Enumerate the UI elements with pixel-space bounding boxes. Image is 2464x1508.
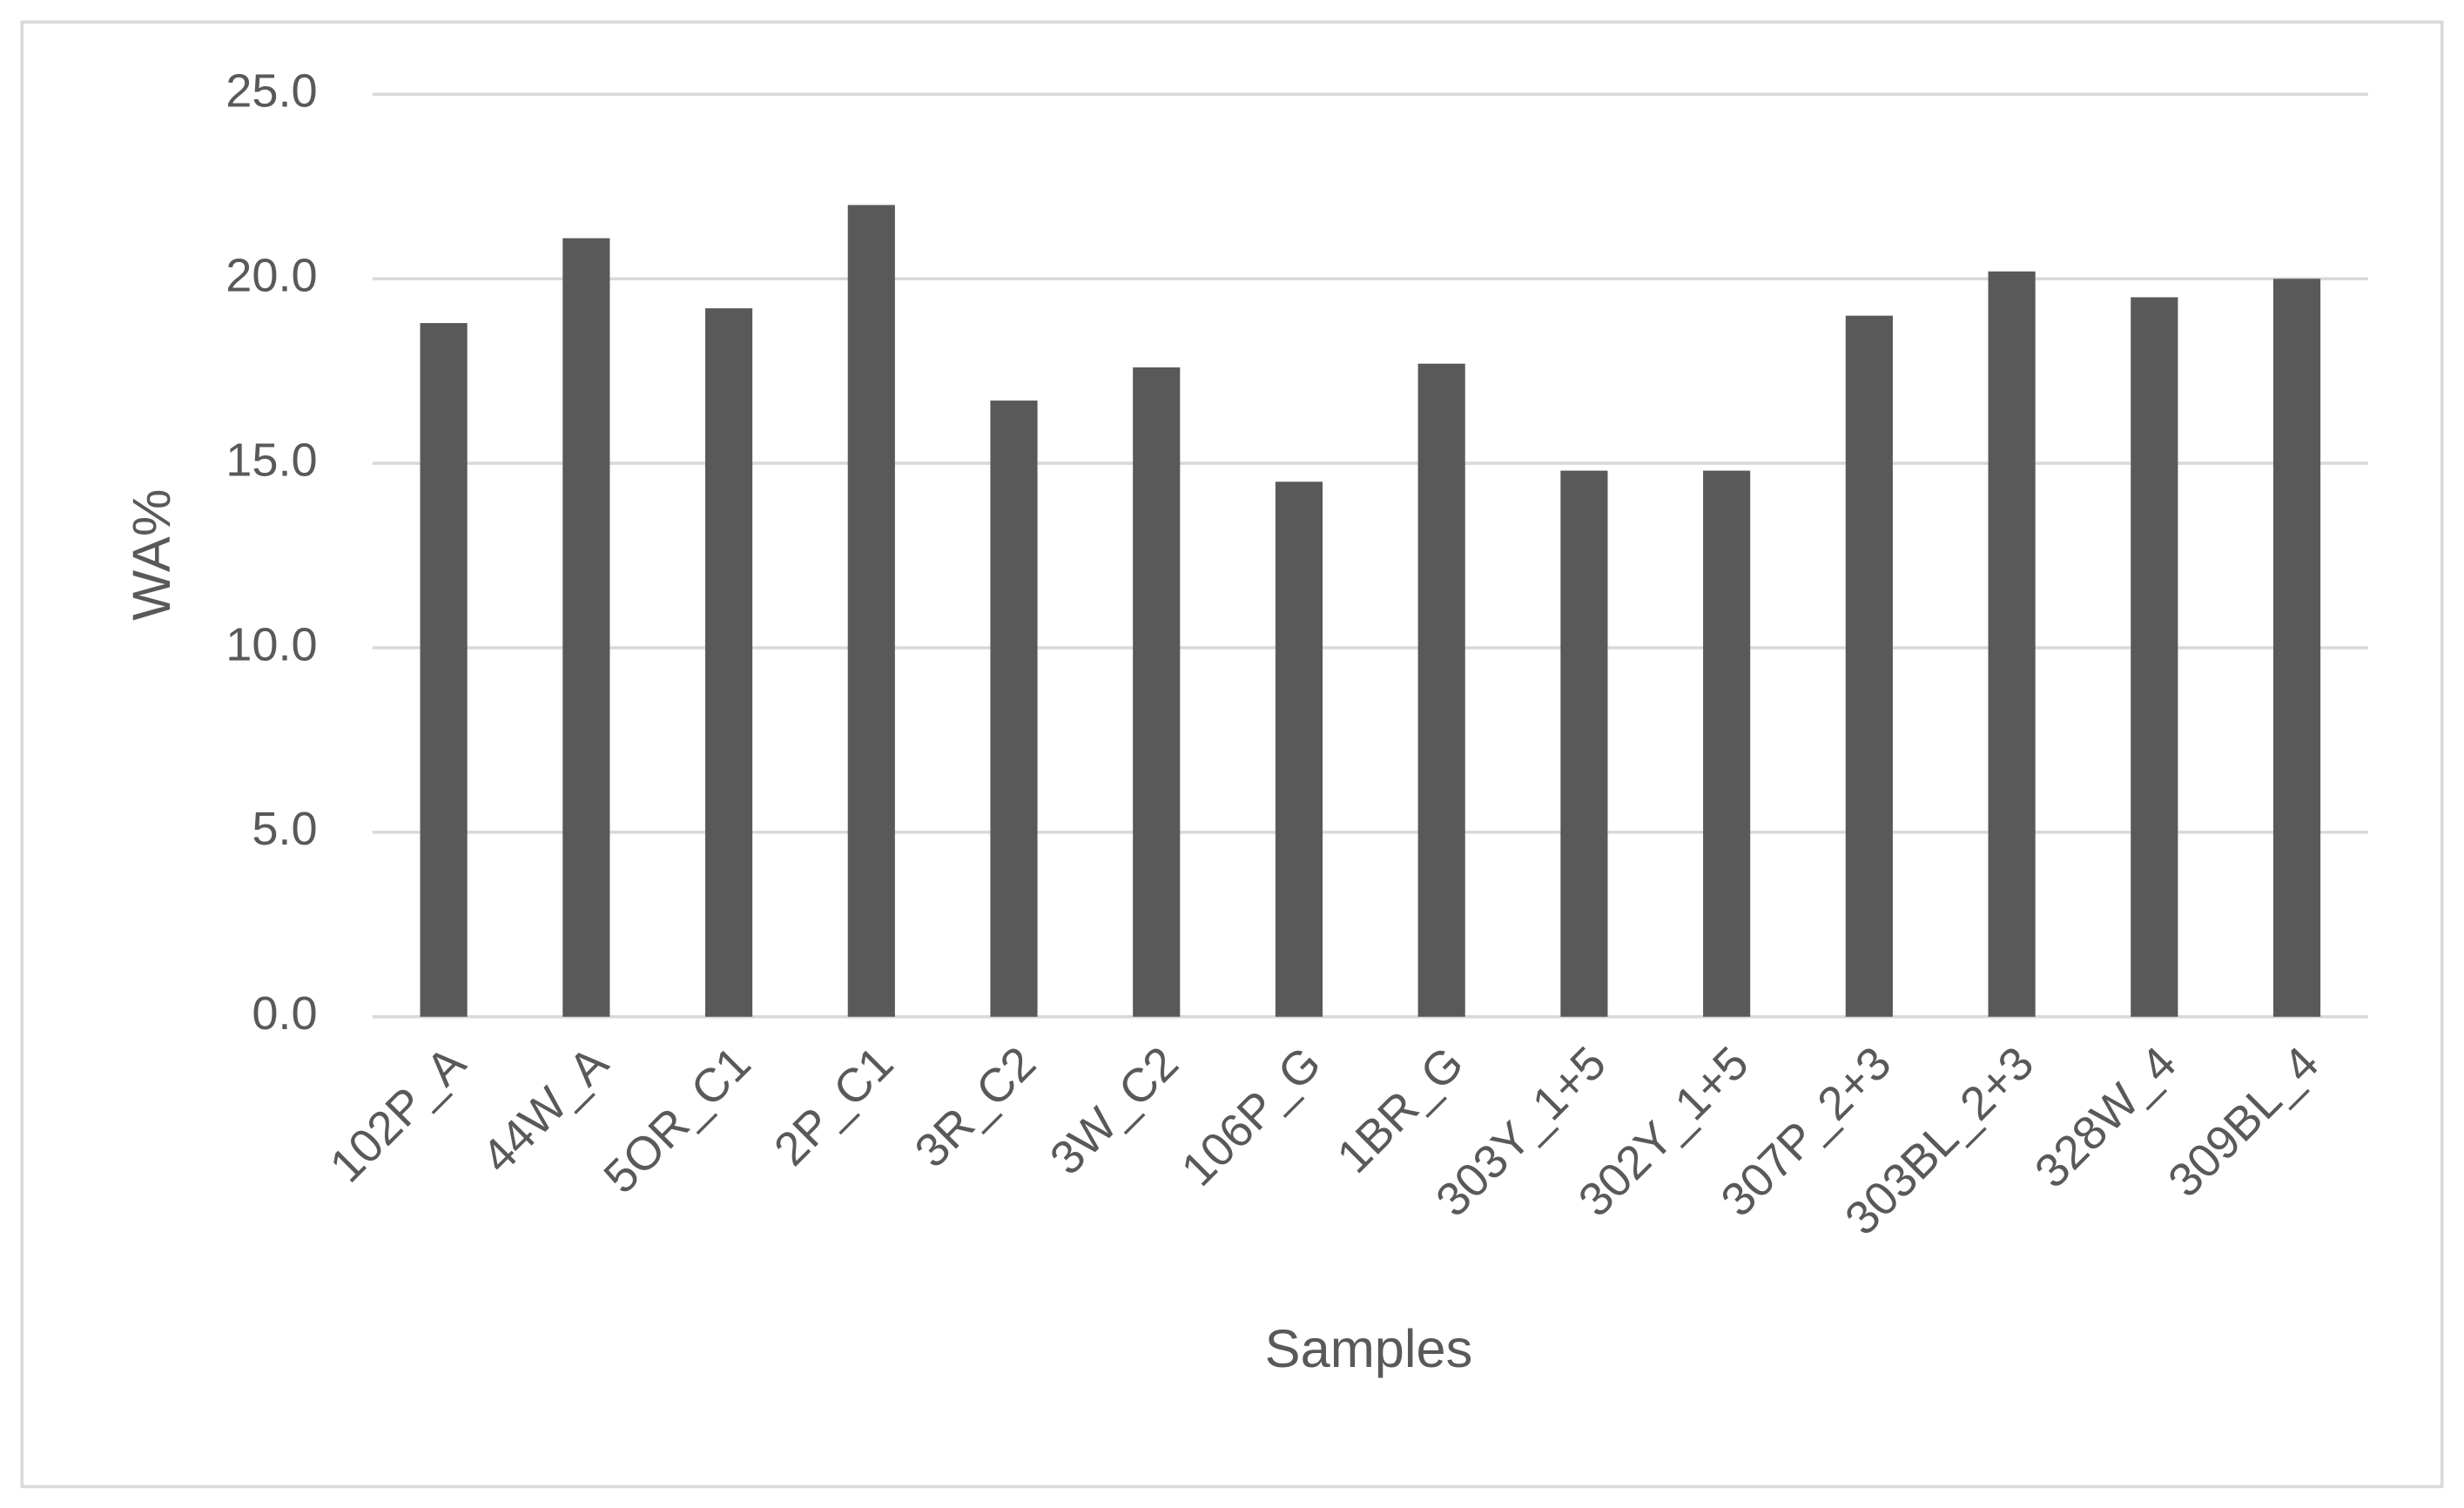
bar <box>847 205 895 1017</box>
y-tick-label: 15.0 <box>226 434 317 486</box>
y-tick-label: 10.0 <box>226 618 317 670</box>
y-tick-label: 5.0 <box>252 803 317 855</box>
bar <box>1417 363 1465 1017</box>
bar <box>2272 279 2321 1017</box>
y-tick-label: 25.0 <box>226 65 317 118</box>
bar <box>1133 367 1181 1017</box>
y-tick-label: 20.0 <box>226 250 317 302</box>
bar <box>1703 470 1751 1017</box>
bar <box>1275 481 1323 1017</box>
bar <box>2131 297 2178 1017</box>
bar <box>420 323 468 1017</box>
chart-border <box>20 20 2444 1489</box>
y-axis-title: WA% <box>122 489 182 621</box>
bar <box>1845 315 1893 1017</box>
bar <box>704 308 753 1017</box>
y-tick-label: 0.0 <box>252 987 317 1040</box>
x-axis-title: Samples <box>1265 1319 1473 1379</box>
bar <box>562 238 610 1017</box>
bar <box>1988 271 2036 1017</box>
bar <box>1560 470 1608 1017</box>
bar <box>990 401 1038 1017</box>
